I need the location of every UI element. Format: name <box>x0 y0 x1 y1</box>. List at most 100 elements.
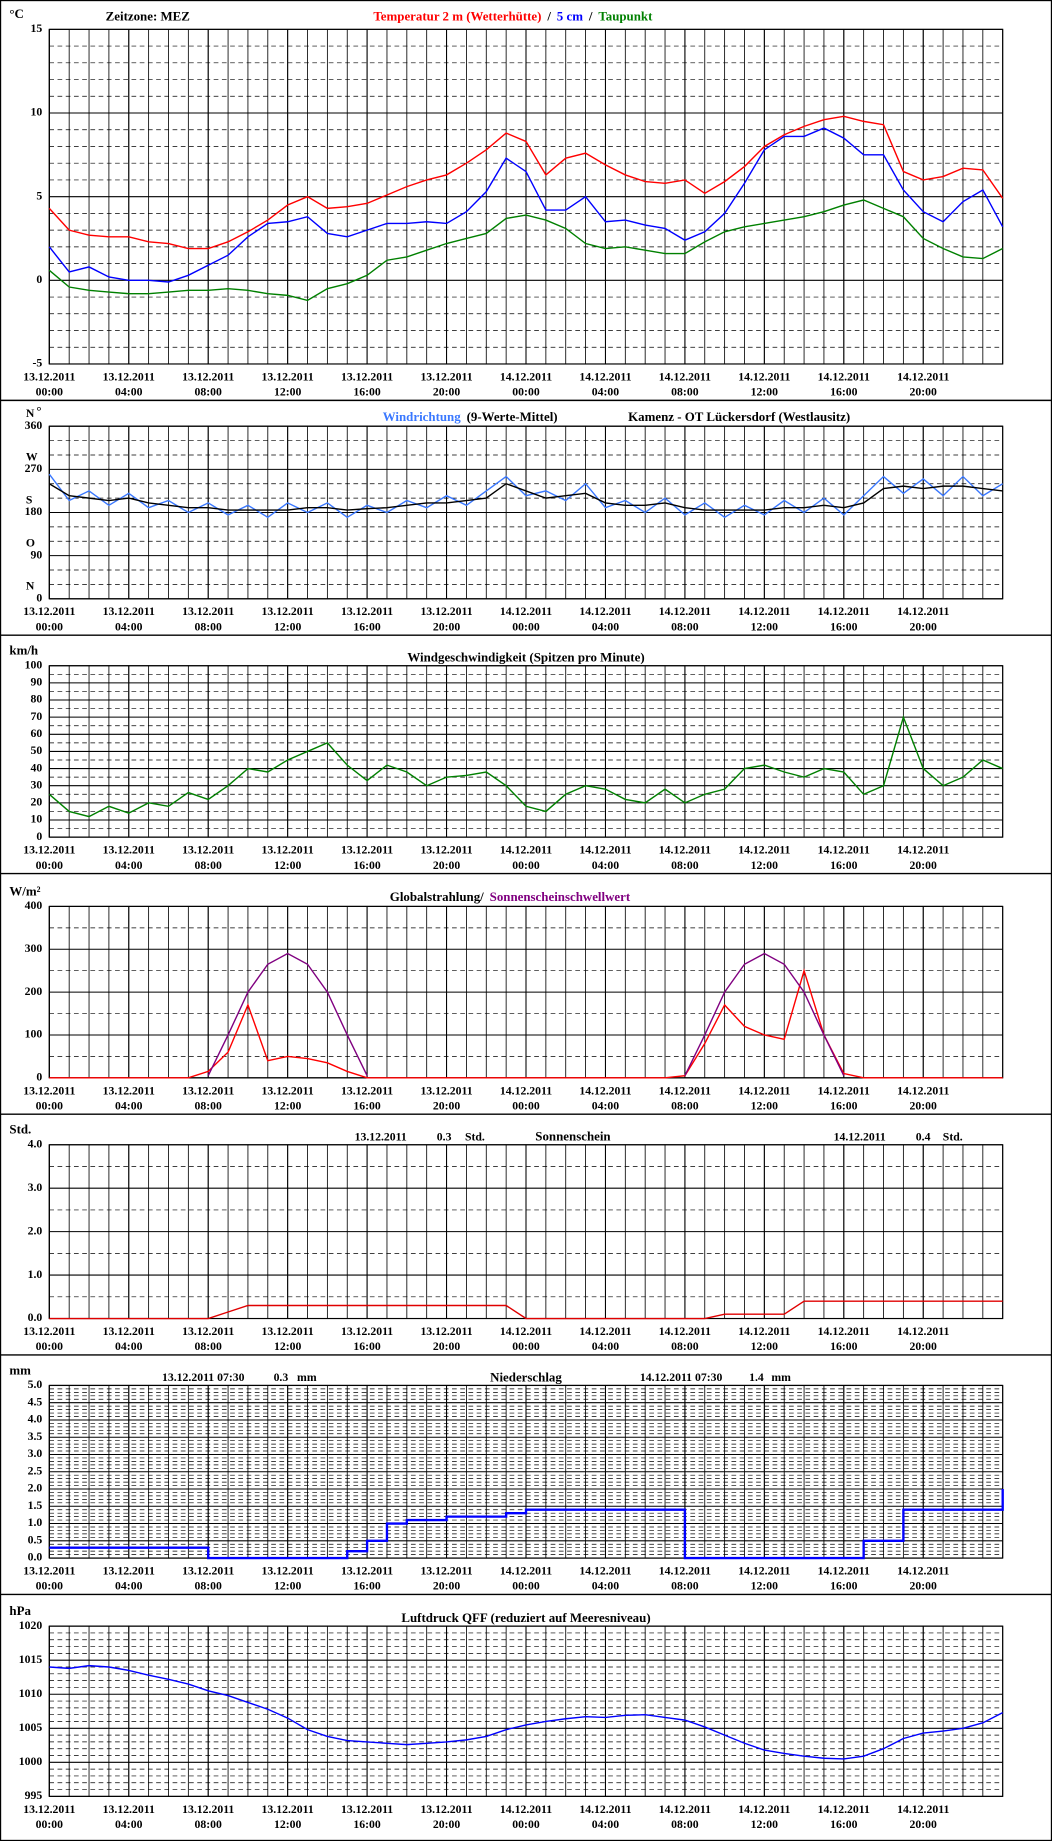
y-tick-label: 4.0 <box>28 1413 43 1426</box>
series-line <box>48 115 1004 250</box>
x-tick-label: 13.12.2011 20:00 <box>420 605 473 635</box>
x-tick-label: 13.12.2011 04:00 <box>102 1565 155 1594</box>
y-unit: mm <box>9 1362 31 1377</box>
x-tick-label: 14.12.2011 12:00 <box>738 1803 791 1832</box>
x-tick-label: 13.12.2011 08:00 <box>182 1325 235 1354</box>
x-tick-label: 14.12.2011 00:00 <box>499 844 553 873</box>
x-tick-label: 13.12.2011 00:00 <box>23 605 76 635</box>
x-tick-label: 13.12.2011 04:00 <box>102 1084 155 1114</box>
x-tick-label: 14.12.2011 04:00 <box>579 371 632 400</box>
x-tick-label: 13.12.2011 20:00 <box>420 371 473 400</box>
y-tick-label: 4.0 <box>28 1137 43 1150</box>
x-tick-label: 13.12.2011 00:00 <box>23 371 76 400</box>
x-tick-label: 14.12.2011 04:00 <box>579 605 632 635</box>
series-line <box>48 127 1004 283</box>
legend-part: / <box>546 9 551 24</box>
compass-label: W <box>26 450 38 463</box>
x-tick-label: 13.12.2011 12:00 <box>261 1325 314 1354</box>
chart-title: Niederschlag <box>490 1369 562 1384</box>
y-tick-label: 0.5 <box>28 1533 43 1546</box>
total-date: 14.12.2011 07:30 <box>640 1371 723 1384</box>
x-tick-label: 14.12.2011 08:00 <box>658 1565 711 1594</box>
y-tick-label: 1000 <box>19 1755 43 1768</box>
x-tick-label: 14.12.2011 20:00 <box>897 844 950 873</box>
y-tick-label: 0.0 <box>28 1551 43 1564</box>
x-tick-label: 14.12.2011 12:00 <box>738 1565 791 1594</box>
x-tick-label: 13.12.2011 16:00 <box>340 605 394 635</box>
x-tick-label: 14.12.2011 16:00 <box>817 605 870 635</box>
y-tick-label: 0 <box>36 830 42 843</box>
y-tick-label: 1015 <box>19 1653 43 1666</box>
x-tick-label: 13.12.2011 08:00 <box>182 1565 235 1594</box>
chart-title-part: Globalstrahlung/ <box>390 889 484 904</box>
legend: Windrichtung (9-Werte-Mittel) <box>383 409 558 424</box>
x-tick-label: 14.12.2011 00:00 <box>499 1803 553 1832</box>
total-value: 1.4 <box>749 1371 764 1384</box>
x-tick-label: 13.12.2011 00:00 <box>23 1325 76 1354</box>
total-date: 14.12.2011 <box>834 1130 886 1143</box>
y-tick-label: 4.5 <box>28 1395 43 1408</box>
x-tick-label: 14.12.2011 04:00 <box>579 1565 632 1594</box>
y-tick-label: 90 <box>31 548 43 561</box>
y-unit: °C <box>9 6 23 21</box>
x-tick-label: 13.12.2011 04:00 <box>102 1803 155 1832</box>
y-tick-label: 80 <box>31 693 43 706</box>
x-tick-label: 14.12.2011 08:00 <box>658 1325 711 1354</box>
x-tick-label: 13.12.2011 08:00 <box>182 371 235 400</box>
compass-label: O <box>26 537 35 550</box>
x-tick-label: 14.12.2011 20:00 <box>897 1803 950 1832</box>
x-tick-label: 14.12.2011 16:00 <box>817 1803 870 1832</box>
x-tick-label: 13.12.2011 04:00 <box>102 1325 155 1354</box>
x-tick-label: 13.12.2011 08:00 <box>182 1084 235 1114</box>
legend-part: (9-Werte-Mittel) <box>467 409 558 424</box>
series-line <box>48 199 1004 302</box>
x-tick-label: 14.12.2011 16:00 <box>817 371 870 400</box>
y-unit: ° <box>36 403 41 418</box>
y-tick-label: 300 <box>25 942 43 955</box>
series-line <box>48 714 1003 818</box>
y-tick-label: 0 <box>36 1071 42 1084</box>
y-tick-label: 1010 <box>19 1687 43 1700</box>
y-tick-label: 10 <box>31 813 43 826</box>
y-tick-label: 3.0 <box>28 1181 43 1194</box>
total-value: 0.3 <box>437 1130 452 1143</box>
x-tick-label: 14.12.2011 16:00 <box>817 844 870 873</box>
y-tick-label: 995 <box>25 1789 43 1802</box>
x-tick-label: 13.12.2011 08:00 <box>182 1803 235 1832</box>
y-tick-label: 400 <box>25 899 43 912</box>
x-tick-label: 14.12.2011 16:00 <box>817 1084 870 1114</box>
legend-part: Windrichtung <box>383 409 461 424</box>
compass-label: S <box>26 493 33 506</box>
y-unit: km/h <box>9 643 38 658</box>
series-line <box>48 482 1003 511</box>
compass-label: N <box>26 580 35 593</box>
total-unit: Std. <box>465 1130 485 1143</box>
y-tick-label: 5 <box>36 189 42 202</box>
x-tick-label: 14.12.2011 08:00 <box>658 371 711 400</box>
x-tick-label: 13.12.2011 12:00 <box>261 1803 314 1832</box>
x-tick-label: 14.12.2011 20:00 <box>897 371 950 400</box>
y-tick-label: 30 <box>31 778 43 791</box>
chart-title: Globalstrahlung/Sonnenscheinschwellwert <box>390 889 631 904</box>
x-tick-label: 13.12.2011 12:00 <box>261 371 314 400</box>
x-tick-label: 13.12.2011 08:00 <box>182 844 235 873</box>
chart-title: Sonnenschein <box>535 1129 610 1144</box>
y-tick-label: 90 <box>31 676 43 689</box>
y-tick-label: 3.5 <box>28 1430 43 1443</box>
series-line <box>49 1300 1003 1320</box>
x-tick-label: 14.12.2011 04:00 <box>579 1803 632 1832</box>
y-tick-label: 10 <box>31 106 43 119</box>
total-date: 13.12.2011 <box>355 1130 407 1143</box>
x-tick-label: 14.12.2011 12:00 <box>738 371 791 400</box>
total-value: 0.3 <box>274 1371 289 1384</box>
x-tick-label: 14.12.2011 16:00 <box>817 1325 870 1354</box>
legend-part: Taupunkt <box>598 9 653 24</box>
legend: Temperatur 2 m (Wetterhütte) / 5 cm / Taupun… <box>373 9 653 24</box>
chart-title: Luftdruck QFF (reduziert auf Meeresnivea… <box>401 1610 650 1625</box>
x-tick-label: 13.12.2011 12:00 <box>261 844 314 873</box>
x-tick-label: 14.12.2011 12:00 <box>738 1325 791 1354</box>
x-tick-label: 14.12.2011 12:00 <box>738 1084 791 1114</box>
y-tick-label: 1020 <box>19 1619 43 1632</box>
